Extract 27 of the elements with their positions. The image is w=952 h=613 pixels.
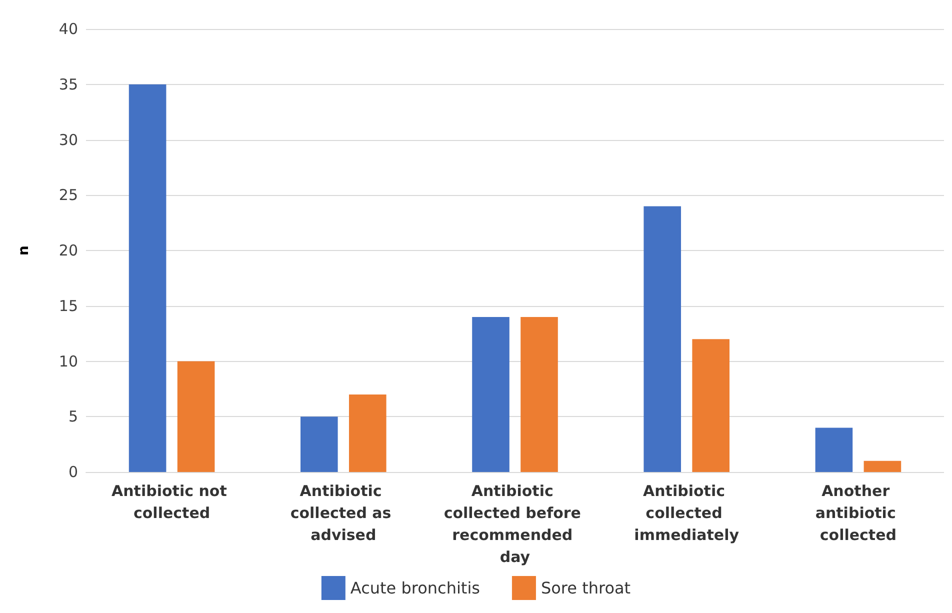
bar <box>472 316 510 472</box>
bar <box>864 460 902 472</box>
bar <box>644 206 682 472</box>
legend-label: Sore throat <box>540 578 631 598</box>
bar <box>177 361 215 472</box>
y-tick-label: 15 <box>58 296 78 315</box>
bar <box>300 416 338 472</box>
y-tick-label: 40 <box>58 20 78 38</box>
x-tick-label: Antibiotic not collected <box>112 482 232 522</box>
y-tick-label: 20 <box>58 242 78 260</box>
y-tick-label: 5 <box>68 408 78 426</box>
x-tick-label: Another antibiotic collected <box>815 482 902 544</box>
legend-label: Acute bronchitis <box>350 578 480 598</box>
y-tick-label: 0 <box>68 463 78 481</box>
y-axis-title: n <box>16 246 32 256</box>
x-tick-label: Antibiotic collected as advised <box>290 482 396 544</box>
x-tick-label: Antibiotic collected before recommended day <box>444 482 586 566</box>
y-tick-label: 25 <box>58 186 78 204</box>
bar <box>128 84 166 472</box>
y-tick-label: 35 <box>58 75 78 94</box>
bar <box>520 316 558 472</box>
y-tick-label: 30 <box>58 130 78 149</box>
y-tick-label: 10 <box>58 352 78 370</box>
x-tick-label: Antibiotic collected immediately <box>634 482 740 544</box>
bar <box>815 428 853 472</box>
bar <box>348 394 386 472</box>
bar <box>692 339 730 472</box>
